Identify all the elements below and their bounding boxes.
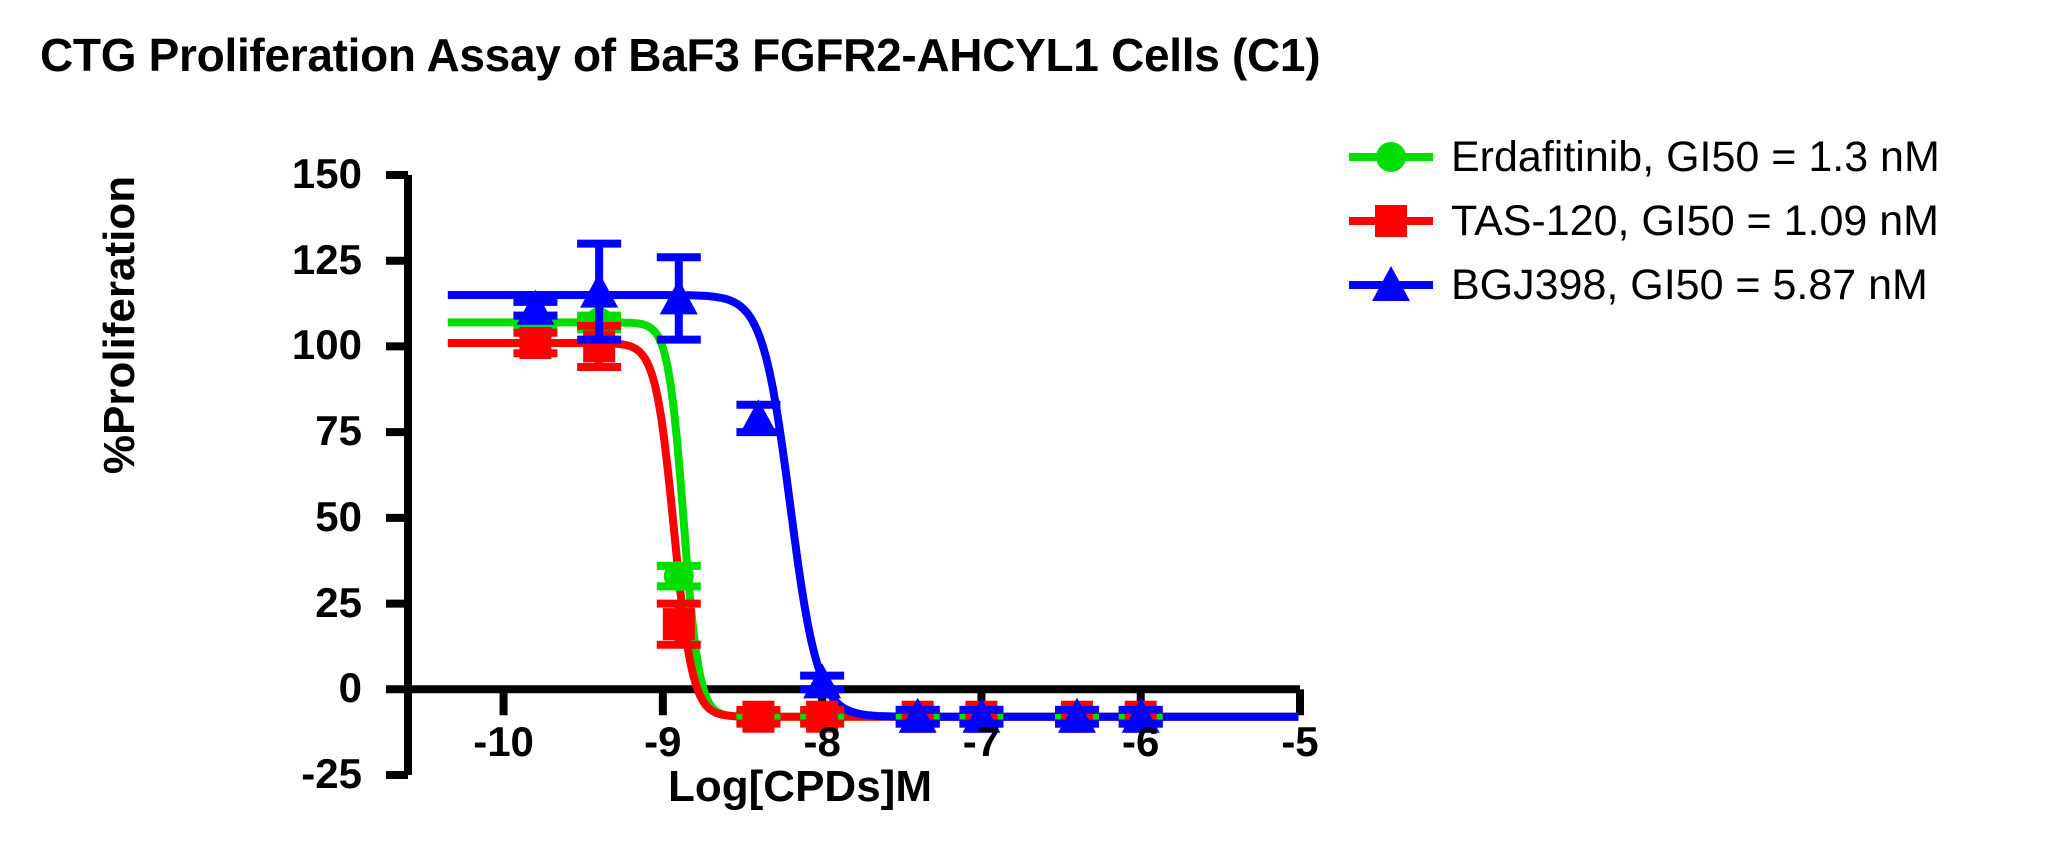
series-curve-0 — [447, 318, 1299, 721]
data-marker — [662, 608, 695, 641]
data-marker — [659, 279, 698, 315]
legend-label: Erdafitinib, GI50 = 1.3 nM — [1451, 132, 1940, 181]
legend-label: TAS-120, GI50 = 1.09 nM — [1451, 196, 1939, 245]
data-marker — [580, 272, 619, 308]
y-tick-label: 25 — [315, 578, 362, 626]
data-marker — [663, 561, 694, 592]
data-marker — [962, 697, 1001, 733]
x-tick-label: -7 — [962, 718, 1001, 766]
legend-label: BGJ398, GI50 = 5.87 nM — [1451, 260, 1928, 309]
y-tick-label: 125 — [291, 235, 362, 283]
series-Erdafitinib — [513, 307, 1163, 732]
legend-item-triangle[interactable]: BGJ398, GI50 = 5.87 nM — [1345, 256, 2065, 314]
series-BGJ398 — [513, 239, 1163, 733]
data-marker — [898, 697, 937, 733]
data-marker — [516, 289, 555, 325]
x-tick-label: -8 — [803, 718, 841, 766]
data-marker — [1058, 697, 1096, 733]
legend-marker-icon — [1345, 201, 1437, 241]
data-marker — [1121, 697, 1160, 733]
plot-canvas — [386, 171, 1304, 779]
y-tick-label: 50 — [315, 492, 362, 540]
x-tick-label: -10 — [473, 718, 534, 766]
data-marker — [739, 399, 778, 435]
y-tick-label: 150 — [291, 150, 362, 197]
data-marker — [519, 327, 552, 359]
series-curve-2 — [447, 291, 1299, 721]
legend-marker-icon — [1345, 137, 1437, 177]
page-title: CTG Proliferation Assay of BaF3 FGFR2-AH… — [40, 29, 1321, 81]
plot-area: %Proliferation Log[CPDs]M 150 125 100 75 50 2… — [95, 150, 1319, 812]
data-marker — [742, 700, 775, 733]
x-tick-label: -5 — [1281, 718, 1319, 766]
data-marker — [803, 663, 842, 699]
legend: Erdafitinib, GI50 = 1.3 nM TAS-120, GI50 … — [1345, 128, 2065, 320]
y-tick-label: -25 — [301, 750, 362, 797]
legend-item-square[interactable]: TAS-120, GI50 = 1.09 nM — [1345, 192, 2065, 250]
y-tick-label: 0 — [338, 664, 362, 712]
x-tick-label: -6 — [1122, 718, 1160, 766]
y-axis-label: %Proliferation — [95, 175, 144, 475]
x-tick-label: -9 — [644, 718, 682, 766]
x-axis-label: Log[CPDs]M — [668, 762, 932, 811]
legend-marker-icon — [1345, 265, 1437, 305]
legend-item-circle[interactable]: Erdafitinib, GI50 = 1.3 nM — [1345, 128, 2065, 186]
y-tick-label: 75 — [315, 407, 362, 455]
series-curve-1 — [447, 339, 1299, 721]
y-tick-label: 100 — [291, 321, 362, 369]
data-marker — [806, 700, 839, 733]
